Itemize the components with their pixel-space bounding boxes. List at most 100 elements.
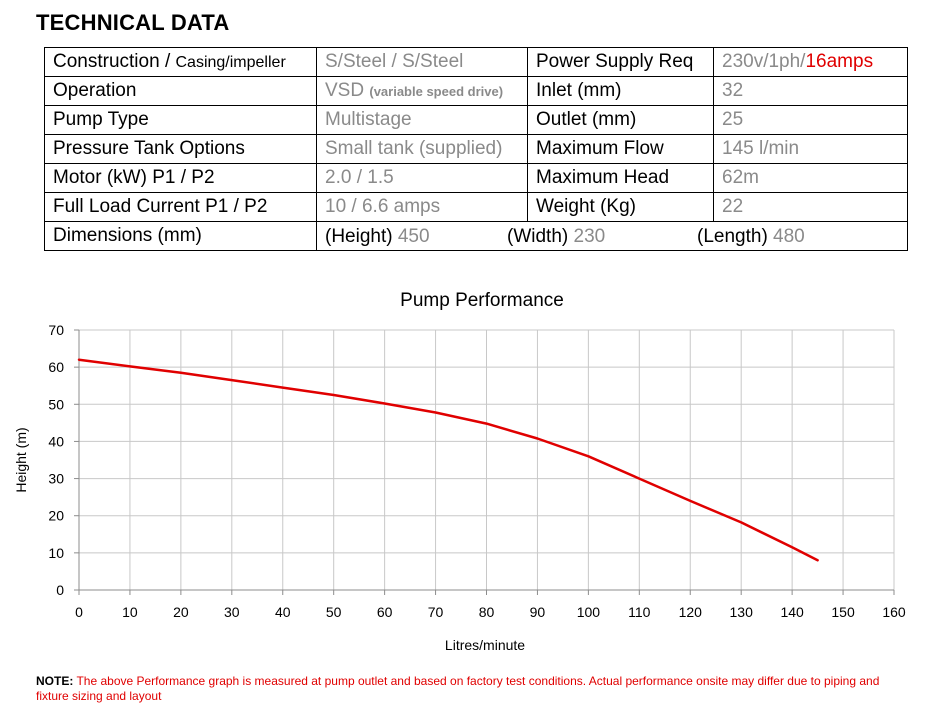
spec-value: 230v/1ph/16amps: [713, 47, 908, 77]
spec-label: Inlet (mm): [527, 76, 714, 106]
x-tick-label: 10: [122, 604, 138, 620]
spec-value: 2.0 / 1.5: [316, 163, 528, 193]
spec-value: 22: [713, 192, 908, 222]
x-tick-label: 80: [479, 604, 495, 620]
spec-value: 10 / 6.6 amps: [316, 192, 528, 222]
spec-row: Construction / Casing/impeller S/Steel / …: [44, 47, 908, 77]
spec-label: Pressure Tank Options: [44, 134, 317, 164]
spec-value-text: 10 / 6.6 amps: [325, 196, 441, 217]
spec-label: Maximum Head: [527, 163, 714, 193]
dimension-length-value: 480: [773, 226, 805, 247]
y-tick-label: 30: [48, 471, 64, 487]
spec-label-text: Outlet (mm): [536, 109, 637, 130]
spec-value: Multistage: [316, 105, 528, 135]
x-tick-label: 0: [75, 604, 83, 620]
dimension-length-label: (Length): [697, 226, 774, 247]
page-title: TECHNICAL DATA: [36, 10, 230, 35]
y-tick-label: 0: [56, 582, 64, 598]
spec-label: Motor (kW) P1 / P2: [44, 163, 317, 193]
spec-label: Outlet (mm): [527, 105, 714, 135]
y-tick-label: 70: [48, 322, 64, 338]
note-label: NOTE:: [36, 674, 74, 688]
spec-row: Full Load Current P1 / P2 10 / 6.6 amps We…: [44, 192, 908, 222]
spec-value: 145 l/min: [713, 134, 908, 164]
dimension-length: (Length) 480: [697, 226, 805, 248]
spec-value-detail: (variable speed drive): [369, 84, 504, 99]
spec-row: Pressure Tank Options Small tank (supplie…: [44, 134, 908, 164]
spec-label-text: Maximum Head: [536, 167, 670, 188]
spec-row: Pump Type Multistage Outlet (mm) 25: [44, 105, 908, 135]
dimension-width: (Width) 230: [507, 226, 605, 248]
dimension-height-value: 450: [397, 226, 430, 247]
dimensions-values: (Height) 450 (Width) 230 (Length) 480: [316, 221, 908, 251]
x-tick-label: 50: [326, 604, 342, 620]
x-tick-label: 90: [530, 604, 546, 620]
dimension-width-value: 230: [573, 226, 606, 247]
spec-row: Motor (kW) P1 / P2 2.0 / 1.5 Maximum Head 6…: [44, 163, 908, 193]
y-tick-label: 60: [48, 359, 64, 375]
spec-value-text: 230v/1ph/: [722, 51, 806, 72]
x-tick-label: 110: [628, 604, 651, 620]
spec-label: Maximum Flow: [527, 134, 714, 164]
spec-value: 62m: [713, 163, 908, 193]
spec-label-text: Power Supply Req: [536, 51, 694, 72]
x-tick-label: 100: [577, 604, 601, 620]
dimension-width-label: (Width): [507, 226, 574, 247]
x-tick-label: 140: [780, 604, 804, 620]
note: NOTE: The above Performance graph is mea…: [36, 674, 906, 704]
y-tick-label: 50: [48, 396, 64, 412]
spec-value-text: VSD: [325, 80, 370, 101]
spec-value-text: 22: [722, 196, 744, 217]
spec-value-text: 25: [722, 109, 744, 130]
note-text: The above Performance graph is measured …: [36, 674, 880, 703]
spec-value: 25: [713, 105, 908, 135]
spec-label: Full Load Current P1 / P2: [44, 192, 317, 222]
spec-label-detail: Casing/impeller: [175, 54, 286, 71]
x-tick-label: 40: [275, 604, 291, 620]
x-tick-label: 20: [173, 604, 189, 620]
spec-value-text: 32: [722, 80, 744, 101]
spec-label: Power Supply Req: [527, 47, 714, 77]
x-tick-label: 60: [377, 604, 393, 620]
spec-label-text: Pressure Tank Options: [53, 138, 245, 159]
pump-performance-chart: 0 10 20 30 40 50 60 70 80 90 100 110 120 130 140 150 160…: [13, 290, 906, 653]
spec-value-text: 145 l/min: [722, 138, 800, 159]
spec-label: Pump Type: [44, 105, 317, 135]
chart-title: Pump Performance: [400, 290, 564, 311]
x-tick-label: 70: [428, 604, 444, 620]
spec-row: Operation VSD (variable speed drive) Inlet…: [44, 76, 908, 106]
spec-value: S/Steel / S/Steel: [316, 47, 528, 77]
spec-label-text: Motor (kW) P1 / P2: [53, 167, 215, 188]
dimension-height: (Height) 450: [325, 226, 430, 248]
x-axis-label: Litres/minute: [445, 637, 525, 653]
spec-value-text: Multistage: [325, 109, 412, 130]
spec-value-highlight: 16amps: [805, 51, 874, 72]
spec-label-text: Operation: [53, 80, 137, 101]
spec-value-text: Small tank (supplied): [325, 138, 503, 159]
x-tick-label: 160: [882, 604, 906, 620]
x-tick-label: 30: [224, 604, 240, 620]
technical-data-table: Construction / Casing/impeller S/Steel / …: [44, 47, 908, 251]
performance-curve: [77, 358, 819, 562]
spec-value: Small tank (supplied): [316, 134, 528, 164]
y-tick-label: 20: [48, 508, 64, 524]
dimensions-label: Dimensions (mm): [44, 221, 317, 251]
x-tick-label: 130: [730, 604, 754, 620]
spec-label-text: Inlet (mm): [536, 80, 622, 101]
spec-value: VSD (variable speed drive): [316, 76, 528, 106]
spec-label-text: Pump Type: [53, 109, 149, 130]
spec-label-text: Construction /: [53, 51, 176, 72]
spec-value-text: 62m: [722, 167, 759, 188]
spec-label-text: Weight (Kg): [536, 196, 636, 217]
y-tick-label: 10: [48, 545, 64, 561]
spec-label: Weight (Kg): [527, 192, 714, 222]
spec-value: 32: [713, 76, 908, 106]
x-tick-label: 120: [679, 604, 703, 620]
spec-label: Construction / Casing/impeller: [44, 47, 317, 77]
spec-label-text: Maximum Flow: [536, 138, 664, 159]
spec-value-text: S/Steel / S/Steel: [325, 51, 464, 72]
x-tick-label: 150: [831, 604, 855, 620]
spec-value-text: 2.0 / 1.5: [325, 167, 394, 188]
dimension-height-label: (Height): [325, 226, 398, 247]
dimensions-row: Dimensions (mm) (Height) 450 (Width) 230 (L…: [44, 221, 908, 251]
